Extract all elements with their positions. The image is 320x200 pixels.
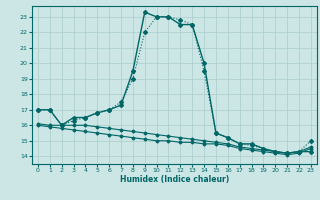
X-axis label: Humidex (Indice chaleur): Humidex (Indice chaleur)	[120, 175, 229, 184]
